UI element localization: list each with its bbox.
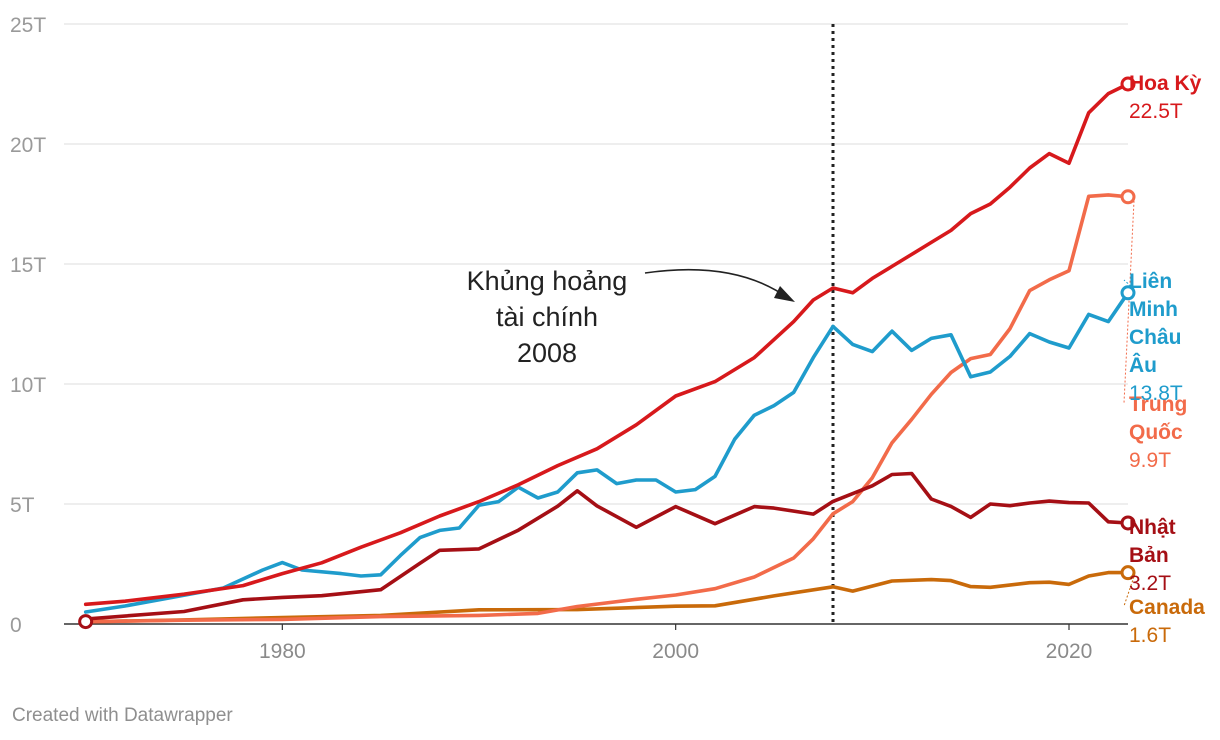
x-tick-label: 2000 <box>652 640 699 663</box>
y-tick-label: 15T <box>10 254 46 277</box>
series-name-label: Canada <box>1129 596 1205 619</box>
series-line-trung-quốc <box>83 193 1130 624</box>
series-value-label: 3.2T <box>1129 572 1171 595</box>
annotation: Khủng hoảng tài chính 2008 <box>467 24 835 624</box>
end-marker <box>1120 515 1136 531</box>
series-labels: Canada 1.6T Trung Quốc 9.9T Nhật Bản 3.2T Liên Mi… <box>1120 72 1205 647</box>
series-value-label: 22.5T <box>1129 100 1183 123</box>
series-line-hoa-kỳ <box>83 82 1130 607</box>
axes: 0 5T 10T 15T 20T 25T 1980 2000 2020 <box>10 14 1092 663</box>
series-name-label: Âu <box>1129 353 1157 377</box>
series-name-label: Quốc <box>1129 421 1183 444</box>
series-name-label: Trung <box>1129 393 1187 416</box>
label-leader <box>1123 576 1135 607</box>
series-value-label: 1.6T <box>1129 624 1171 647</box>
series-name-label: Nhật <box>1129 516 1176 539</box>
footer-credit: Created with Datawrapper <box>12 705 233 726</box>
series-line-liên-minh-châu-âu <box>83 291 1130 614</box>
crisis-annotation-text: tài chính <box>496 302 598 332</box>
end-marker <box>1120 76 1136 92</box>
y-tick-label: 20T <box>10 134 46 157</box>
end-marker <box>1120 565 1136 581</box>
series-line-canada <box>83 570 1130 624</box>
end-marker <box>1120 189 1136 205</box>
y-tick-label: 10T <box>10 374 46 397</box>
start-marker <box>78 614 94 630</box>
crisis-annotation-text: Khủng hoảng <box>467 266 628 296</box>
series-value-label: 9.9T <box>1129 449 1171 472</box>
annotation-arrow <box>644 268 789 299</box>
series-line-nhật-bản <box>83 471 1130 621</box>
y-tick-label: 0 <box>10 614 22 637</box>
x-tick-label: 1980 <box>259 640 306 663</box>
series-name-label: Liên <box>1129 270 1172 293</box>
annotation-arrowhead <box>774 286 795 302</box>
series-name-label: Hoa Kỳ <box>1129 72 1202 95</box>
series-name-label: Châu <box>1129 326 1182 349</box>
gridlines <box>64 23 1128 625</box>
series-lines <box>78 82 1130 630</box>
x-tick-label: 2020 <box>1046 640 1093 663</box>
crisis-annotation-text: 2008 <box>517 338 577 368</box>
y-tick-label: 25T <box>10 14 46 37</box>
end-marker <box>1120 285 1136 301</box>
y-tick-label: 5T <box>10 494 35 517</box>
label-leader <box>1123 200 1135 404</box>
series-name-label: Minh <box>1129 298 1178 321</box>
series-value-label: 13.8T <box>1129 382 1183 405</box>
series-name-label: Bản <box>1129 544 1169 567</box>
